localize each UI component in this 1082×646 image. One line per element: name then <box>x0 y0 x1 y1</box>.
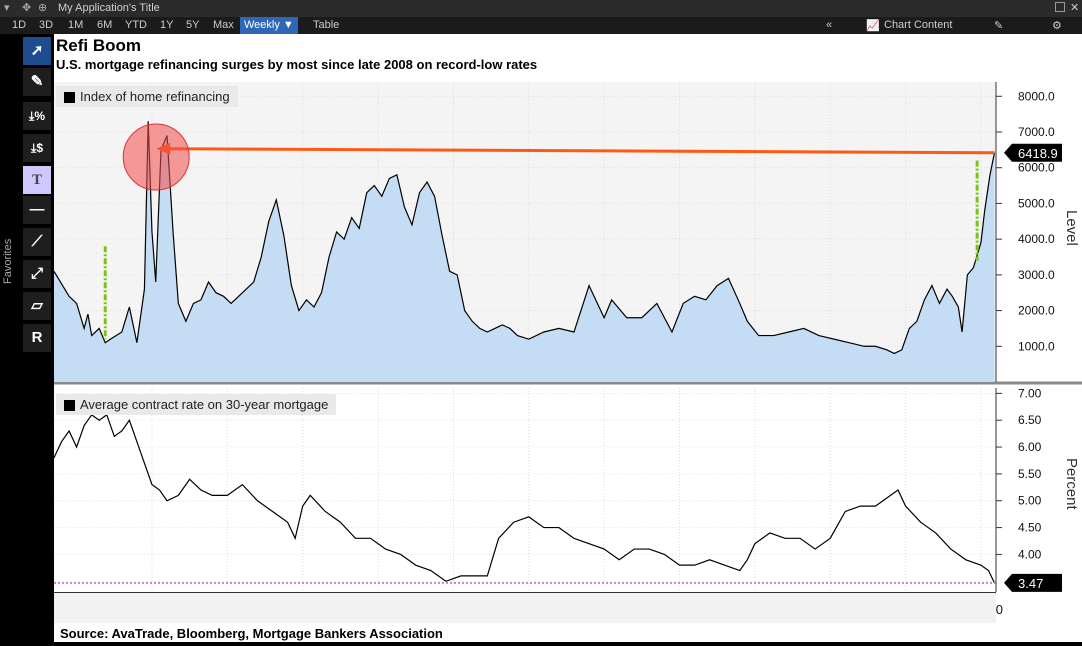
pen-tool-icon[interactable]: ✎ <box>23 68 51 96</box>
trendline-tool-icon[interactable]: ⟋ <box>23 228 51 256</box>
text-tool[interactable]: T <box>23 166 51 194</box>
range-3d[interactable]: 3D <box>39 19 54 31</box>
favorites-label[interactable]: Favorites <box>2 238 14 284</box>
table-button[interactable]: Table <box>313 19 340 31</box>
window-title: My Application's Title <box>58 2 160 14</box>
range-6m[interactable]: 6M <box>97 19 113 31</box>
range-max[interactable]: Max <box>213 19 234 31</box>
chart-content-icon: 📈 <box>866 20 880 32</box>
legend-refi-index: Index of home refinancing <box>56 86 238 107</box>
dollar-tool-label: $ <box>36 141 43 155</box>
chart-subtitle: U.S. mortgage refinancing surges by most… <box>56 57 538 72</box>
range-1d[interactable]: 1D <box>12 19 27 31</box>
gear-icon[interactable]: ⚙ <box>1052 20 1062 32</box>
ylabel-percent: Percent <box>1063 458 1080 510</box>
chart-content-button[interactable]: Chart Content <box>884 19 953 31</box>
toolbar: 1D 3D 1M 6M YTD 1Y 5Y Max Weekly ▼ Table… <box>0 17 1082 34</box>
drawing-tools: ➚ ✎ ⤓% ⤓$ T — ⟋ ⤢ ▱ R <box>20 34 54 354</box>
range-ytd[interactable]: YTD <box>125 19 147 31</box>
regression-tool[interactable]: R <box>23 324 51 352</box>
percent-line-tool[interactable]: ⤓% <box>23 102 51 130</box>
range-1m[interactable]: 1M <box>68 19 84 31</box>
legend-mortgage-rate: Average contract rate on 30-year mortgag… <box>56 394 337 415</box>
horizontal-line-tool-icon[interactable]: — <box>23 196 51 224</box>
range-1y[interactable]: 1Y <box>160 19 174 31</box>
channel-tool-icon[interactable]: ▱ <box>23 292 51 320</box>
window-titlebar: ▾ ✥ ⊕ My Application's Title ✕ <box>0 0 1082 17</box>
range-5y[interactable]: 5Y <box>186 19 200 31</box>
close-icon[interactable]: ✕ <box>1070 2 1080 14</box>
collapse-icon[interactable]: « <box>826 19 833 31</box>
legend-refi-label: Index of home refinancing <box>80 89 230 104</box>
ray-tool-icon[interactable]: ⤢ <box>23 260 51 288</box>
pointer-tool-icon[interactable]: ➚ <box>23 37 51 65</box>
maximize-button[interactable] <box>1055 2 1065 12</box>
move-icon[interactable]: ✥ <box>22 2 32 14</box>
menu-icon[interactable]: ▾ <box>4 2 10 14</box>
legend-rate-label: Average contract rate on 30-year mortgag… <box>80 397 329 412</box>
percent-tool-label: % <box>34 109 45 123</box>
x-axis <box>54 592 996 623</box>
legend-swatch <box>64 400 75 411</box>
frequency-select[interactable]: Weekly ▼ <box>240 17 298 34</box>
ylabel-level: Level <box>1063 210 1080 246</box>
plot-area <box>54 34 1082 642</box>
chart-title: Refi Boom <box>56 36 141 55</box>
pin-icon[interactable]: ⊕ <box>38 2 48 14</box>
edit-icon[interactable]: ✎ <box>994 20 1004 32</box>
dollar-line-tool[interactable]: ⤓$ <box>23 134 51 162</box>
favorites-sidebar: Favorites <box>0 34 20 646</box>
legend-swatch <box>64 92 75 103</box>
source-note: Source: AvaTrade, Bloomberg, Mortgage Ba… <box>60 626 443 641</box>
